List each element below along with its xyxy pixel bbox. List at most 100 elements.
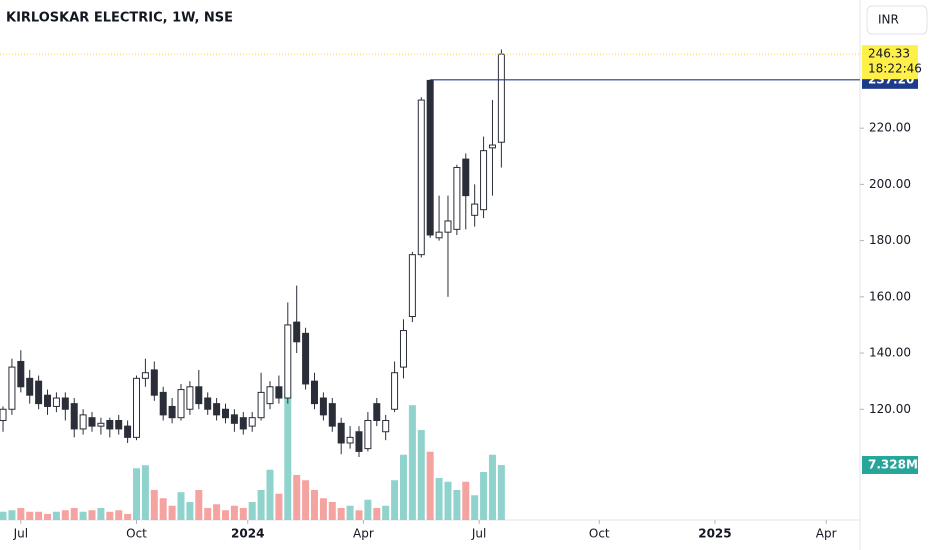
volume-bar (399, 454, 407, 520)
volume-bar (115, 510, 123, 520)
y-tick-label: 220.00 (869, 121, 911, 135)
candle-body (310, 380, 318, 405)
volume-bar (168, 505, 176, 520)
candle-body (97, 422, 105, 427)
candle-body (186, 386, 194, 410)
candle-body (70, 403, 78, 430)
candle-body (462, 158, 470, 197)
volume-bar (26, 511, 34, 520)
candle-body (106, 419, 114, 430)
candle-body (364, 419, 372, 450)
volume-bar (213, 504, 221, 520)
candle-body (284, 324, 292, 399)
candle-body (488, 144, 496, 149)
volume-bar (364, 499, 372, 520)
y-tick-label: 140.00 (869, 346, 911, 360)
volume-bar (284, 394, 292, 520)
x-tick-label: Oct (589, 527, 610, 541)
candle-body (159, 391, 167, 416)
x-tick-label: Apr (353, 527, 374, 541)
volume-bar (133, 468, 141, 520)
candle-body (346, 436, 354, 444)
volume-bar (124, 513, 132, 520)
volume-bar (310, 489, 318, 520)
volume-bar (471, 495, 479, 520)
volume-bar (35, 511, 43, 520)
candle-body (204, 397, 212, 410)
candle-body (417, 99, 425, 256)
volume-label: 7.328M (868, 458, 918, 472)
volume-tag (862, 456, 918, 475)
candle-body (222, 408, 230, 419)
volume-bar (391, 480, 399, 520)
candle-body (213, 403, 221, 416)
currency-box[interactable] (866, 5, 928, 35)
candle-body (195, 386, 203, 405)
volume-bar (141, 465, 149, 520)
volume-bar (382, 505, 390, 520)
candle-body (79, 414, 87, 430)
volume-bar (302, 480, 310, 520)
volume-bar (8, 510, 16, 520)
candle-body (319, 397, 327, 416)
candle-body (275, 386, 283, 399)
candle-body (115, 419, 123, 430)
volume-bar (346, 505, 354, 520)
y-tick-label: 200.00 (869, 177, 911, 191)
candle-body (141, 372, 149, 379)
volume-bar (435, 477, 443, 520)
candle-body (88, 417, 96, 427)
candle-body (408, 254, 416, 317)
volume-bar (159, 498, 167, 520)
candle-body (0, 408, 7, 421)
candle-body (52, 397, 60, 407)
volume-bar (355, 510, 363, 520)
candle-body (391, 372, 399, 410)
volume-bar (417, 429, 425, 520)
candle-body (26, 377, 34, 396)
last-price-label: 246.33 (868, 47, 910, 61)
candle-body (435, 231, 443, 239)
volume-bar (408, 405, 416, 520)
volume-bar (266, 469, 274, 520)
volume-bar (257, 489, 265, 520)
currency[interactable]: INR (878, 13, 899, 27)
volume-bar (186, 501, 194, 520)
candle-body (8, 366, 16, 410)
volume-bar (239, 507, 247, 520)
candle-body (248, 417, 256, 427)
x-tick-label: Jul (13, 527, 28, 541)
x-tick-label: Apr (816, 527, 837, 541)
y-tick-label: 160.00 (869, 289, 911, 303)
candle-body (337, 422, 345, 444)
candle-body (230, 414, 238, 424)
volume-bar (52, 511, 60, 520)
candle-body (471, 203, 479, 216)
candle-body (355, 431, 363, 452)
candle-body (399, 330, 407, 368)
candle-body (133, 377, 141, 438)
candle-body (150, 369, 158, 396)
volume-bar (328, 501, 336, 520)
countdown: 18:22:46 (868, 62, 922, 76)
candle-body (453, 167, 461, 230)
volume-bar (497, 465, 505, 520)
candle-body (382, 419, 390, 433)
volume-bar (319, 498, 327, 520)
volume-bar (88, 510, 96, 520)
volume-bar (0, 511, 7, 520)
volume-bar (373, 507, 381, 520)
candle-body (426, 79, 434, 236)
candle-body (302, 332, 310, 385)
candle-body (17, 360, 25, 388)
volume-bar (195, 489, 203, 520)
candle-body (44, 394, 52, 407)
candle-body (293, 321, 301, 343)
volume-bar (480, 471, 488, 520)
last-price-tag (862, 45, 918, 80)
candle-body (168, 405, 176, 419)
x-tick-label: 2024 (231, 527, 264, 541)
candle-body (444, 220, 452, 233)
candle-body (373, 403, 381, 421)
